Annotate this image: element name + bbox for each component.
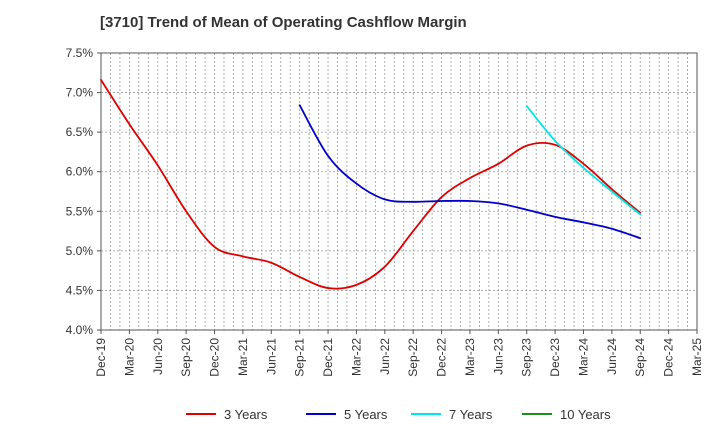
x-tick-label: Jun-20 — [151, 338, 165, 375]
axes — [97, 52, 698, 334]
x-tick-label: Jun-22 — [378, 338, 392, 375]
grid-lines — [101, 52, 697, 330]
legend-label-7-years: 7 Years — [449, 407, 493, 422]
x-tick-label: Dec-21 — [321, 338, 335, 377]
x-tick-label: Dec-22 — [435, 338, 449, 377]
series-line-7-years — [525, 105, 642, 216]
x-tick-label: Mar-21 — [236, 338, 250, 376]
legend-label-5-years: 5 Years — [344, 407, 388, 422]
x-tick-label: Mar-20 — [122, 338, 136, 376]
series-line-3-years — [100, 79, 642, 290]
y-tick-labels: 4.0% 4.5% 5.0% 5.5% 6.0% 6.5% 7.0% 7.5% — [66, 46, 94, 337]
x-tick-label: Sep-21 — [293, 338, 307, 377]
x-tick-label: Sep-23 — [520, 338, 534, 377]
x-tick-label: Sep-24 — [633, 338, 647, 377]
series-lines — [100, 79, 642, 290]
x-tick-label: Mar-25 — [690, 338, 704, 376]
legend: 3 Years 5 Years 7 Years 10 Years — [186, 407, 611, 422]
legend-label-3-years: 3 Years — [224, 407, 268, 422]
x-tick-label: Sep-22 — [406, 338, 420, 377]
legend-label-10-years: 10 Years — [560, 407, 611, 422]
y-tick-label: 5.0% — [66, 244, 94, 258]
y-tick-label: 7.0% — [66, 86, 94, 100]
y-tick-label: 4.5% — [66, 283, 94, 297]
x-tick-label: Dec-24 — [662, 338, 676, 377]
y-tick-label: 6.5% — [66, 125, 94, 139]
x-tick-label: Jun-24 — [605, 338, 619, 375]
series-line-5-years — [298, 104, 642, 240]
y-tick-label: 5.5% — [66, 204, 94, 218]
x-tick-label: Jun-23 — [491, 338, 505, 375]
plot-frame — [100, 52, 698, 331]
x-tick-label: Mar-23 — [463, 338, 477, 376]
y-tick-label: 4.0% — [66, 323, 94, 337]
chart-title: [3710] Trend of Mean of Operating Cashfl… — [100, 14, 467, 31]
x-tick-label: Dec-20 — [208, 338, 222, 377]
x-tick-label: Jun-21 — [264, 338, 278, 375]
x-tick-label: Dec-23 — [548, 338, 562, 377]
x-tick-label: Sep-20 — [179, 338, 193, 377]
x-tick-label: Mar-22 — [349, 338, 363, 376]
x-tick-labels: Dec-19 Mar-20 Jun-20 Sep-20 Dec-20 Mar-21 Jun-… — [94, 338, 704, 377]
y-tick-label: 7.5% — [66, 46, 94, 60]
x-tick-label: Dec-19 — [94, 338, 108, 377]
y-tick-label: 6.0% — [66, 165, 94, 179]
x-tick-label: Mar-24 — [576, 338, 590, 376]
